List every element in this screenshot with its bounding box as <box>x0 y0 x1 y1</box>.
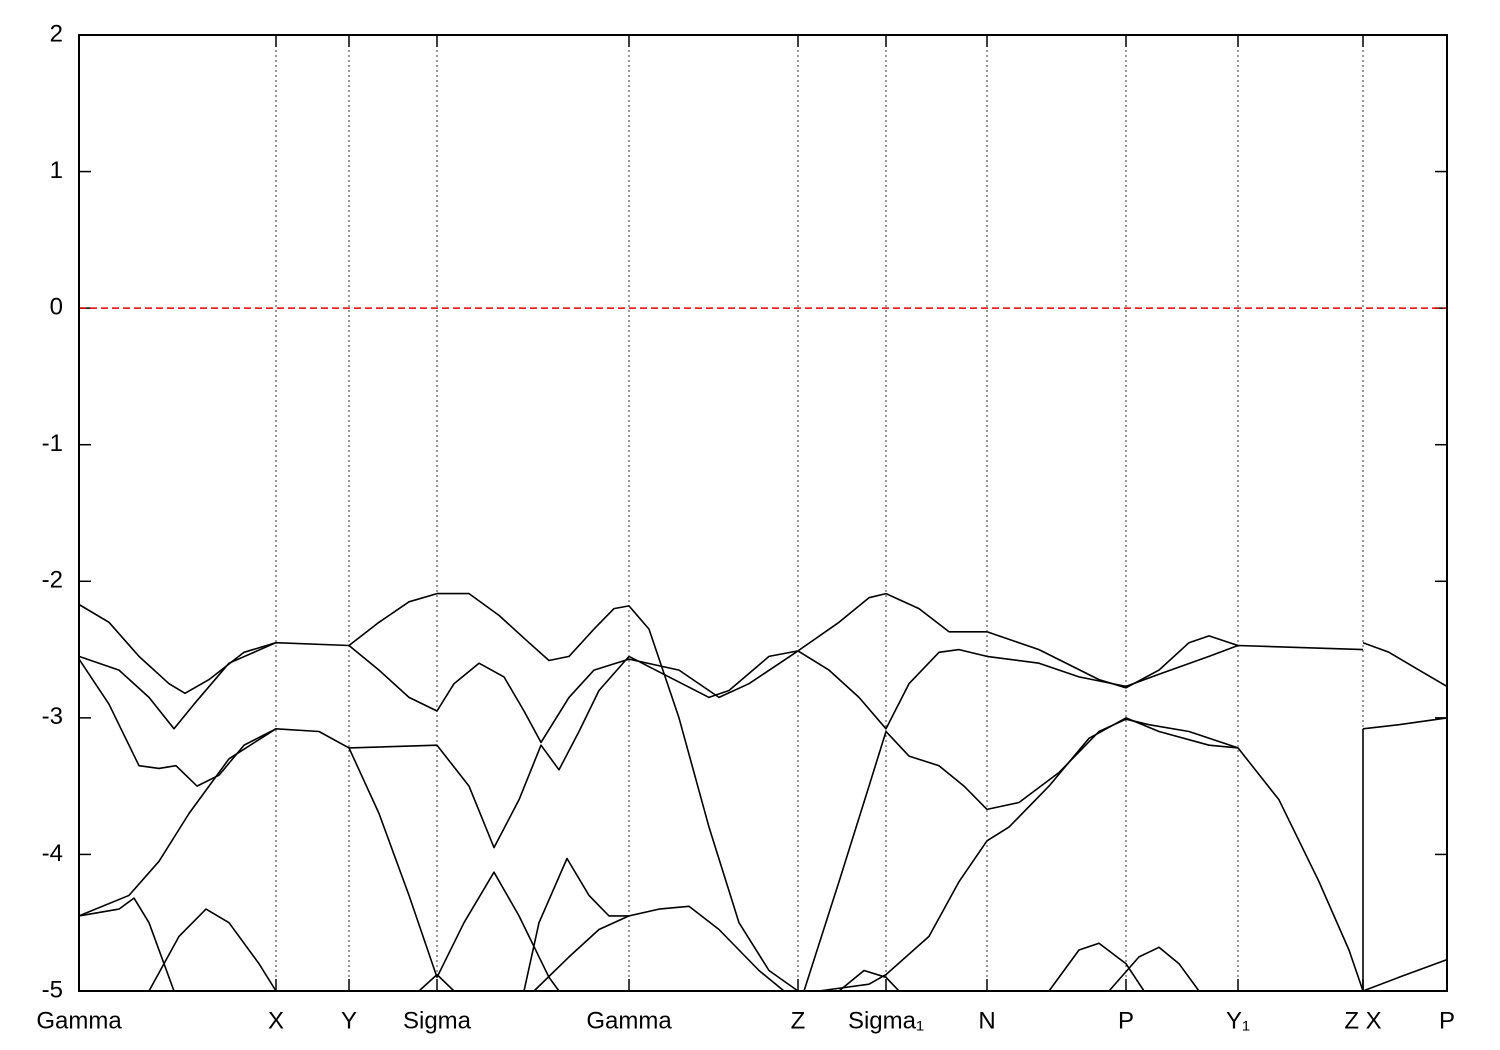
x-tick-label: Y <box>341 1007 357 1034</box>
band <box>78 644 1364 849</box>
x-tick-label: P <box>1439 1007 1455 1034</box>
y-tick-label: -1 <box>42 430 63 457</box>
band <box>78 592 799 992</box>
y-tick-label: -5 <box>42 976 63 1003</box>
x-tick-label: X <box>268 1007 284 1034</box>
y-tick-label: -4 <box>42 840 63 867</box>
x-tick-label: Z X <box>1344 1007 1381 1034</box>
band <box>1362 717 1448 730</box>
y-tick-label: 2 <box>50 20 63 47</box>
band <box>148 908 277 992</box>
y-tick-label: 1 <box>50 157 63 184</box>
band <box>348 747 560 992</box>
band <box>803 718 1364 992</box>
band <box>838 969 900 992</box>
x-tick-label: Y₁ <box>1226 1007 1250 1034</box>
band <box>1362 641 1448 688</box>
band <box>818 717 1239 992</box>
x-tick-label: Gamma <box>586 1007 672 1034</box>
band <box>1362 958 1448 992</box>
x-tick-label: P <box>1118 1007 1134 1034</box>
y-tick-label: 0 <box>50 293 63 320</box>
band <box>797 592 887 652</box>
band <box>78 728 277 917</box>
y-tick-label: -3 <box>42 703 63 730</box>
band <box>523 857 785 992</box>
plot-frame <box>78 34 1448 992</box>
band <box>1048 942 1145 992</box>
band <box>533 915 630 992</box>
x-tick-label: Sigma₁ <box>848 1007 924 1034</box>
band <box>1108 946 1200 992</box>
band <box>78 641 277 730</box>
x-tick-label: Z <box>791 1007 806 1034</box>
y-tick-label: -2 <box>42 567 63 594</box>
band <box>418 973 455 992</box>
band <box>885 592 1239 689</box>
x-tick-label: N <box>978 1007 995 1034</box>
x-tick-label: Sigma <box>403 1007 472 1034</box>
x-tick-label: Gamma <box>36 1007 122 1034</box>
band <box>78 897 175 992</box>
band <box>348 644 799 744</box>
